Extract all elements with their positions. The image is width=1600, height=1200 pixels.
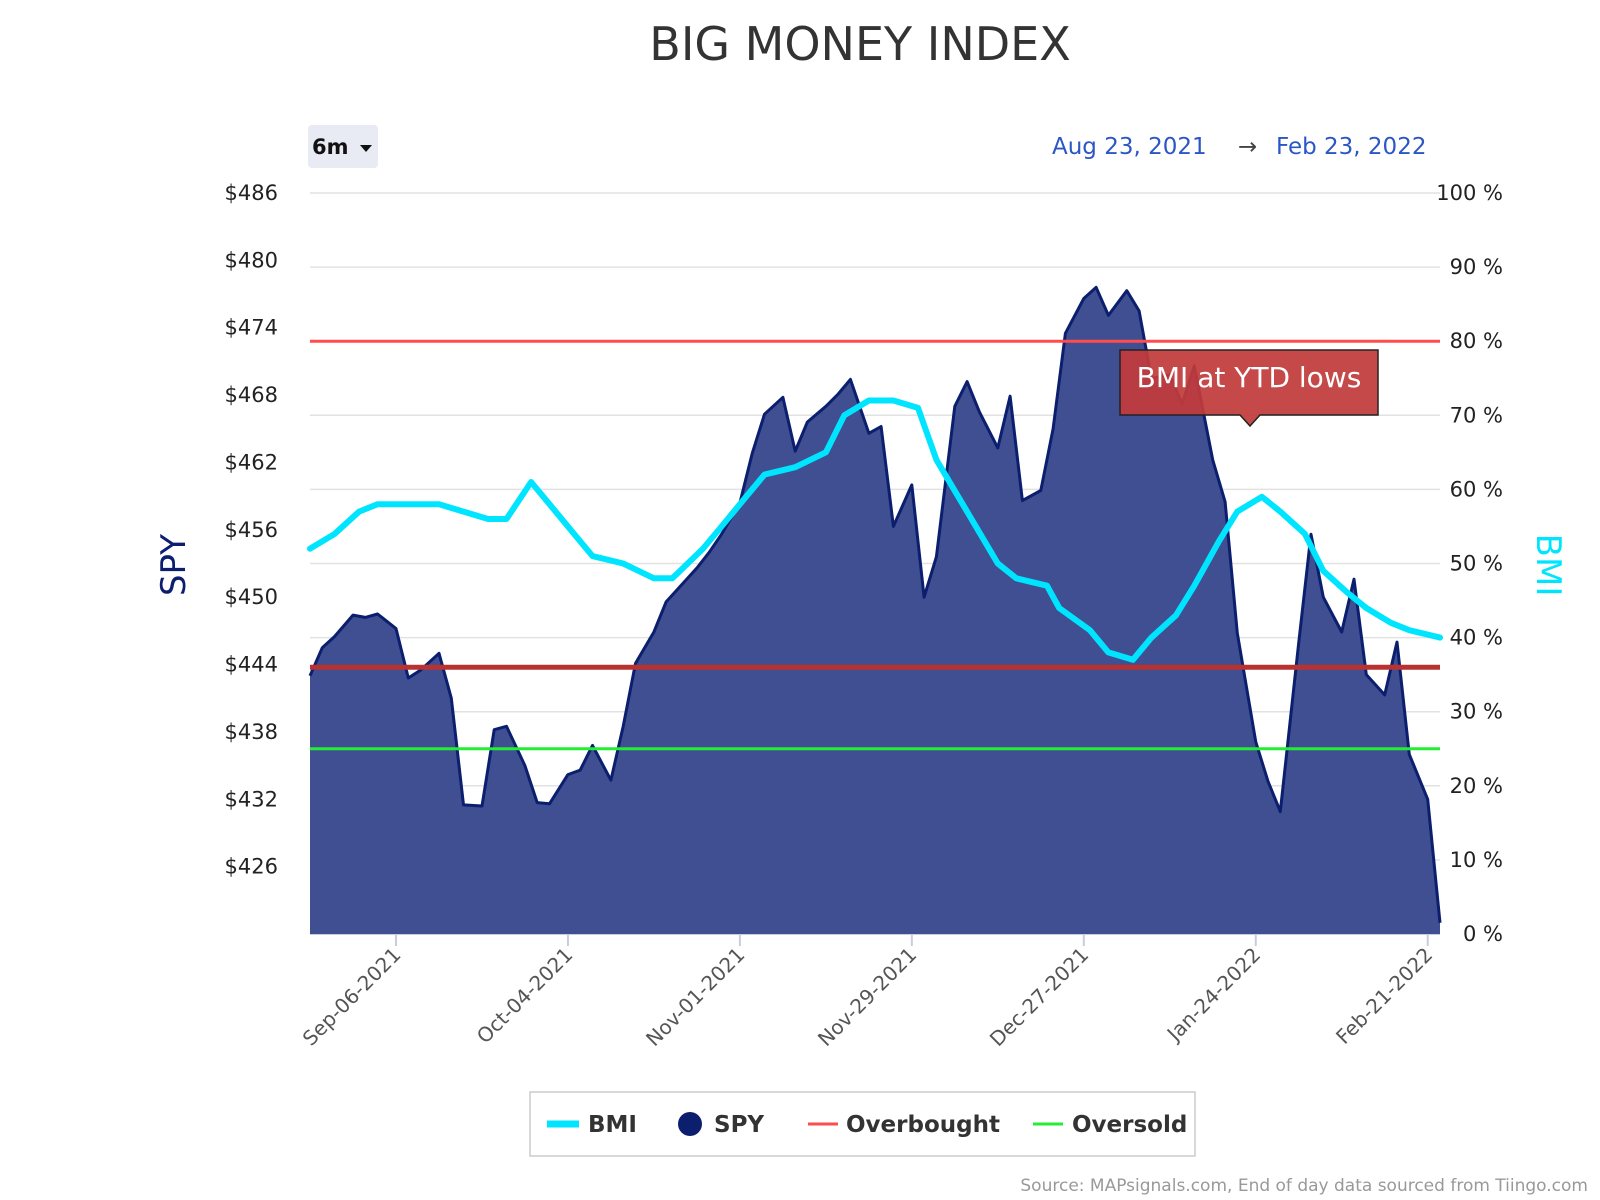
right-tick-label: 90 % [1450,255,1503,279]
left-tick-label: $438 [225,720,278,744]
left-tick-label: $456 [225,518,278,542]
left-tick-label: $468 [225,383,278,407]
right-tick-label: 100 % [1436,181,1503,205]
left-tick-label: $462 [225,450,278,474]
x-tick-label: Jan-24-2022 [1161,943,1265,1047]
left-tick-label: $486 [225,181,278,205]
right-tick-label: 30 % [1450,700,1503,724]
date-range-arrow: → [1238,134,1257,160]
legend-box [529,1091,1196,1157]
reference-lines [310,339,1440,751]
date-range: Aug 23, 2021 → Feb 23, 2022 [1052,134,1426,160]
left-tick-label: $426 [225,855,278,879]
left-axis-ticks: $486 $480 $474 $468 $462 $456 $450 $444 $438 $432… [225,181,278,879]
left-axis-title: SPY [154,534,194,596]
right-axis-title: BMI [1528,534,1568,597]
x-tick-label: Nov-29-2021 [813,943,921,1051]
right-tick-label: 0 % [1463,922,1503,946]
annotation-box [1119,349,1379,428]
legend: BMI SPY Overbought Oversold [529,1091,1196,1157]
chart-title: BIG MONEY INDEX [649,17,1070,71]
date-range-start[interactable]: Aug 23, 2021 [1052,134,1207,160]
range-selector[interactable]: 6m [308,125,378,168]
source-credit[interactable]: Source: MAPsignals.com, End of day data … [1020,1176,1588,1196]
left-tick-label: $450 [225,585,278,609]
x-tick-label: Oct-04-2021 [472,943,578,1049]
x-tick-label: Sep-06-2021 [298,943,406,1051]
legend-bmi-label[interactable]: BMI [588,1112,637,1138]
right-tick-label: 20 % [1450,774,1503,798]
spy-area [310,287,1440,934]
caret-down-icon[interactable] [360,145,372,152]
spy-line [308,285,1442,923]
bmi-line [307,397,1443,663]
legend-spy-label[interactable]: SPY [714,1112,764,1138]
x-tick-label: Feb-21-2022 [1331,943,1437,1049]
left-tick-label: $444 [225,653,278,677]
left-tick-label: $474 [225,316,278,340]
x-tick-label: Dec-27-2021 [985,943,1094,1052]
right-tick-label: 60 % [1450,477,1503,501]
right-tick-label: 50 % [1450,552,1503,576]
right-tick-label: 10 % [1450,848,1503,872]
right-tick-label: 70 % [1450,403,1503,427]
right-tick-label: 80 % [1450,329,1503,353]
range-selector-label[interactable]: 6m [312,135,349,159]
spy-series [308,285,1442,934]
left-tick-label: $432 [225,787,278,811]
annotation-text: BMI at YTD lows [1137,361,1362,394]
x-tick-label: Nov-01-2021 [641,943,749,1051]
date-range-end[interactable]: Feb 23, 2022 [1276,134,1426,160]
annotation-callout: BMI at YTD lows [1119,349,1379,428]
left-tick-label: $480 [225,248,278,272]
legend-oversold-label[interactable]: Oversold [1072,1112,1187,1138]
right-axis-ticks: 100 % 90 % 80 % 70 % 60 % 50 % 40 % 30 % 20 % 10 … [1436,181,1503,946]
bmi-series [307,397,1443,663]
legend-overbought-label[interactable]: Overbought [846,1112,1000,1138]
legend-spy-swatch [678,1112,702,1136]
right-tick-label: 40 % [1450,626,1503,650]
range-selector-button[interactable] [308,125,378,168]
x-axis-ticks: Sep-06-2021 Oct-04-2021 Nov-01-2021 Nov-29-… [298,934,1437,1052]
